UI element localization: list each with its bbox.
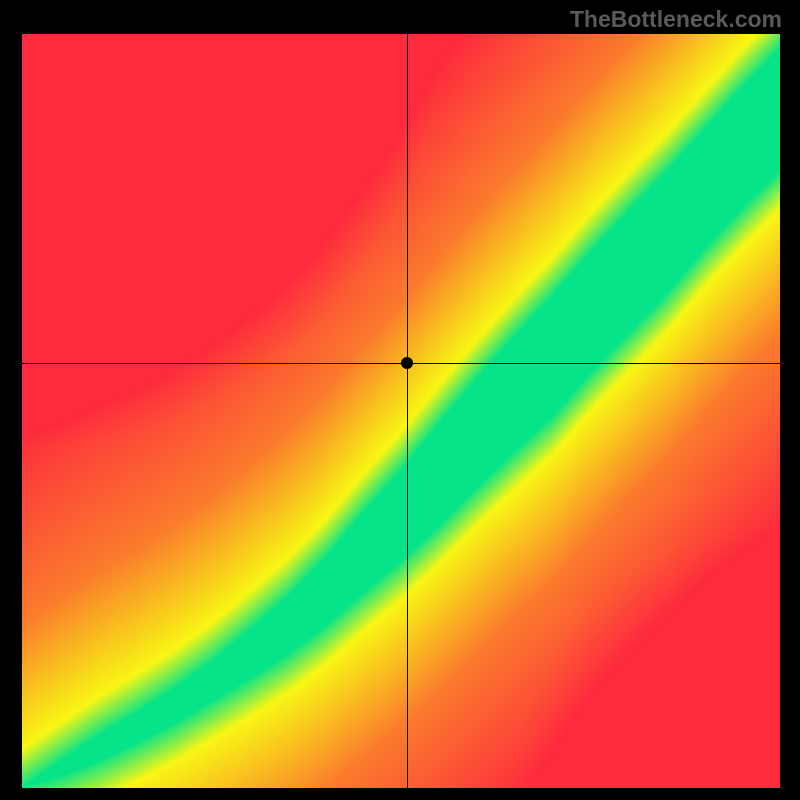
heatmap-canvas xyxy=(22,34,780,788)
crosshair-vertical xyxy=(407,34,408,788)
intersection-marker xyxy=(401,357,413,369)
watermark-text: TheBottleneck.com xyxy=(570,6,782,33)
